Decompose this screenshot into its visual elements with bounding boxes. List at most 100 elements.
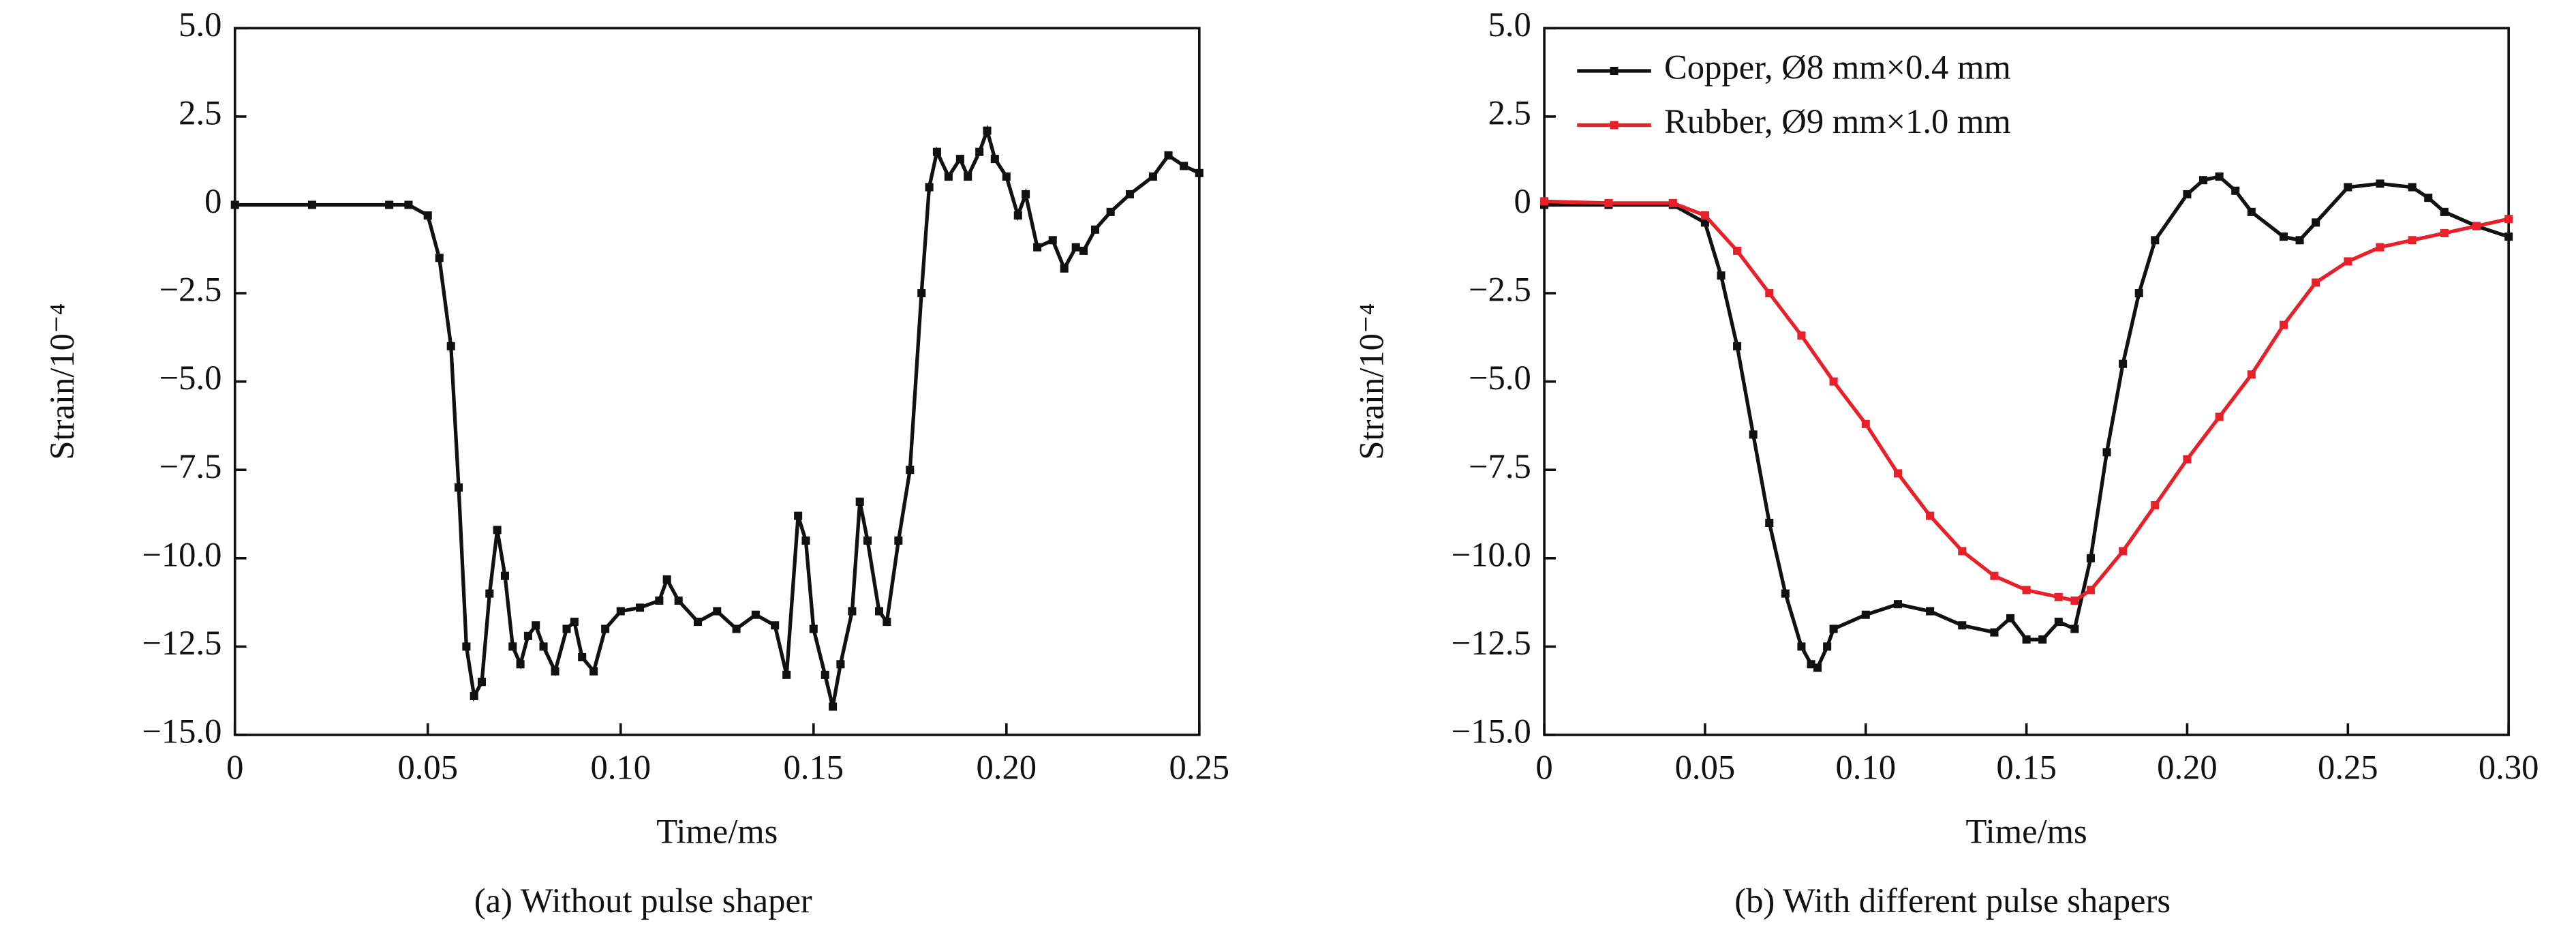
y-tick-label: −15.0 <box>142 712 221 751</box>
point-marker <box>925 183 934 192</box>
point-marker <box>1829 624 1838 633</box>
point-marker <box>2215 172 2224 181</box>
point-marker <box>883 618 891 627</box>
y-tick-label: −2.5 <box>1469 271 1531 309</box>
point-marker <box>975 147 984 156</box>
y-tick-label: −7.5 <box>159 447 222 485</box>
point-marker <box>1958 547 1967 556</box>
point-marker <box>523 631 532 640</box>
point-marker <box>477 678 487 687</box>
x-axis-label: Time/ms <box>1966 813 2087 851</box>
x-tick-label: 0.05 <box>1675 749 1736 787</box>
y-tick-label: −12.5 <box>1452 624 1531 662</box>
point-marker <box>2344 257 2352 266</box>
point-marker <box>455 483 463 492</box>
point-marker <box>562 624 571 633</box>
point-marker <box>1013 211 1022 220</box>
point-marker <box>2006 614 2015 622</box>
point-marker <box>674 596 683 605</box>
caption: (a) Without pulse shaper <box>474 882 812 920</box>
point-marker <box>964 172 972 181</box>
point-marker <box>2504 215 2513 224</box>
point-marker <box>1926 607 1935 616</box>
point-marker <box>1797 642 1806 651</box>
point-marker <box>1861 419 1870 428</box>
legend-marker <box>1610 66 1619 76</box>
point-marker <box>863 536 872 545</box>
x-axis-label: Time/ms <box>656 813 778 851</box>
x-tick-label: 0 <box>1535 749 1552 787</box>
y-tick-label: 2.5 <box>179 94 221 132</box>
point-marker <box>1700 218 1709 227</box>
point-marker <box>2424 194 2433 202</box>
legend-label: Copper, Ø8 mm×0.4 mm <box>1664 48 2011 87</box>
point-marker <box>2408 236 2417 245</box>
point-marker <box>2054 592 2063 601</box>
y-tick-label: −10.0 <box>142 535 221 573</box>
point-marker <box>983 126 992 135</box>
caption: (b) With different pulse shapers <box>1734 882 2171 920</box>
point-marker <box>990 155 999 164</box>
point-marker <box>732 624 741 633</box>
point-marker <box>2119 359 2128 368</box>
point-marker <box>932 147 941 156</box>
x-tick-label: 0.15 <box>783 749 844 787</box>
point-marker <box>1823 642 1832 651</box>
y-tick-label: 5.0 <box>179 5 221 44</box>
legend-marker <box>1610 121 1619 130</box>
point-marker <box>2440 207 2449 216</box>
point-marker <box>385 200 394 209</box>
y-axis-label: Strain/10⁻⁴ <box>1352 303 1390 460</box>
x-tick-label: 0.25 <box>2318 749 2378 787</box>
point-marker <box>2247 207 2256 216</box>
point-marker <box>230 200 239 209</box>
point-marker <box>485 589 494 598</box>
point-marker <box>1813 663 1822 672</box>
point-marker <box>500 571 509 580</box>
point-marker <box>2119 547 2128 556</box>
y-tick-label: 5.0 <box>1488 5 1531 44</box>
series-line <box>1544 199 2509 603</box>
point-marker <box>1022 190 1030 198</box>
point-marker <box>906 466 915 474</box>
y-tick-label: −2.5 <box>159 271 222 309</box>
point-marker <box>801 536 810 545</box>
point-marker <box>655 596 664 605</box>
point-marker <box>570 618 579 627</box>
point-marker <box>2504 232 2513 241</box>
point-marker <box>836 660 845 669</box>
y-tick-label: −10.0 <box>1452 535 1531 573</box>
point-marker <box>1195 168 1203 177</box>
point-marker <box>2199 176 2208 185</box>
y-tick-label: 0 <box>1514 182 1531 220</box>
y-tick-label: −15.0 <box>1452 712 1531 751</box>
point-marker <box>1807 660 1815 669</box>
point-marker <box>1048 236 1057 245</box>
point-marker <box>1926 511 1935 520</box>
plot-frame <box>233 27 1201 736</box>
point-marker <box>462 642 471 651</box>
point-marker <box>1540 197 1549 206</box>
point-marker <box>1060 264 1069 273</box>
point-marker <box>2231 186 2240 195</box>
point-marker <box>2183 190 2192 198</box>
point-marker <box>1079 246 1088 255</box>
point-marker <box>944 172 953 181</box>
point-marker <box>1180 162 1189 170</box>
point-marker <box>2247 370 2256 379</box>
point-marker <box>917 289 926 298</box>
point-marker <box>2086 586 2095 594</box>
point-marker <box>821 670 829 679</box>
point-marker <box>751 610 760 619</box>
point-marker <box>2472 222 2481 230</box>
point-marker <box>2408 183 2417 192</box>
point-marker <box>662 575 671 584</box>
y-tick-label: −5.0 <box>1469 359 1531 397</box>
point-marker <box>516 660 525 669</box>
point-marker <box>693 618 703 627</box>
point-marker <box>1797 331 1806 340</box>
point-marker <box>636 603 645 612</box>
point-marker <box>2279 232 2288 241</box>
point-marker <box>1765 518 1774 527</box>
point-marker <box>2070 624 2079 633</box>
